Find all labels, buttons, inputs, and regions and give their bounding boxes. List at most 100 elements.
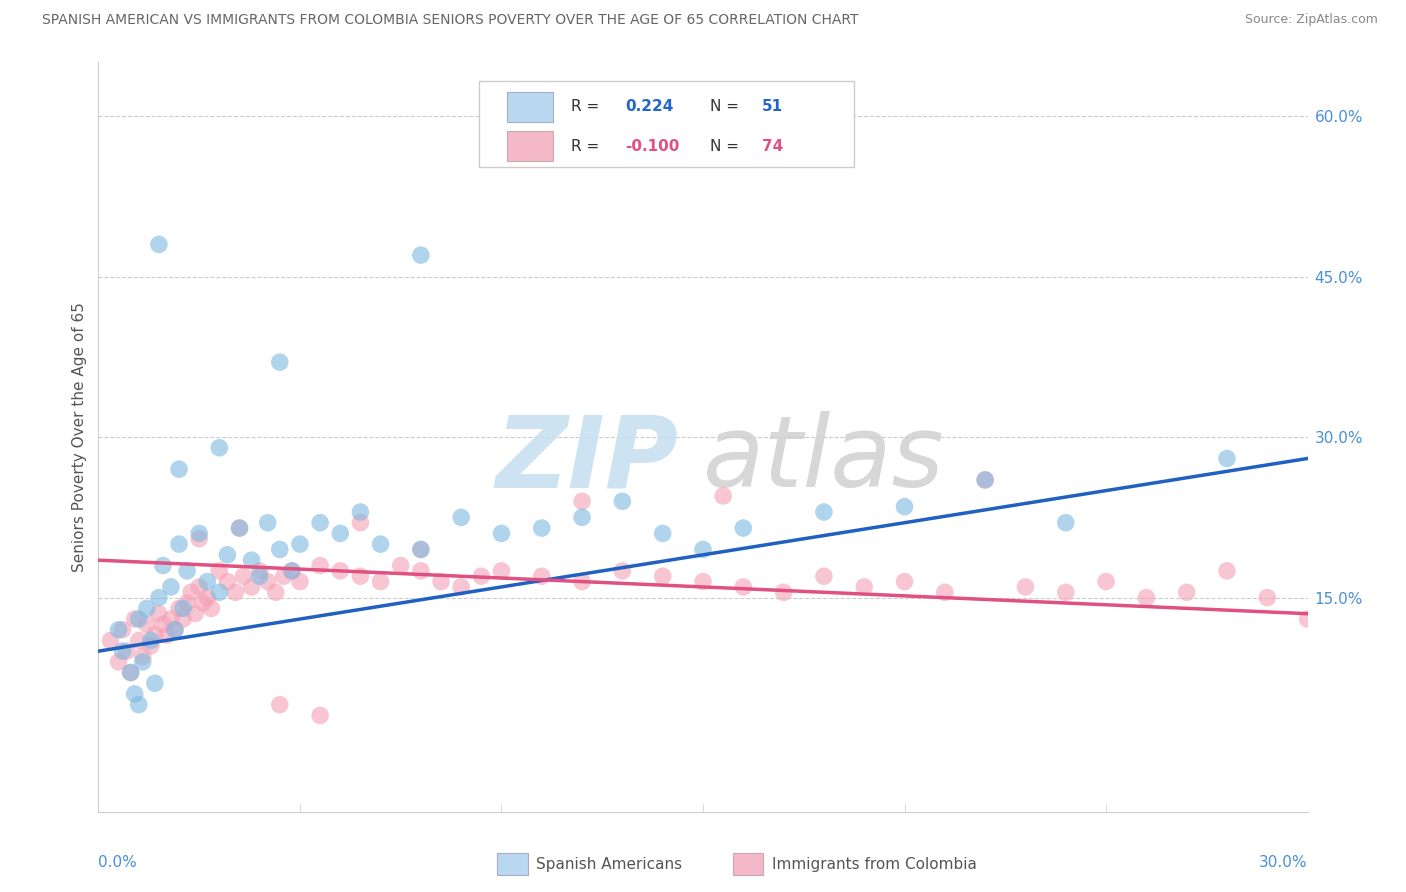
Text: 51: 51: [762, 99, 783, 114]
Point: [1095, 574, 1118, 589]
Point: [228, 521, 250, 535]
Point: [167, 537, 190, 551]
Point: [269, 542, 291, 557]
Point: [143, 676, 166, 690]
Point: [107, 655, 129, 669]
Point: [409, 248, 432, 262]
Point: [1054, 585, 1077, 599]
Point: [409, 542, 432, 557]
Point: [612, 494, 634, 508]
Point: [389, 558, 412, 573]
Point: [180, 585, 202, 599]
Point: [651, 526, 673, 541]
Point: [711, 489, 734, 503]
Point: [167, 462, 190, 476]
Point: [228, 521, 250, 535]
Point: [692, 542, 714, 557]
Point: [148, 607, 170, 621]
Point: [135, 617, 157, 632]
Point: [269, 355, 291, 369]
Point: [370, 574, 392, 589]
Text: N =: N =: [710, 139, 744, 153]
Point: [139, 633, 162, 648]
FancyBboxPatch shape: [479, 81, 855, 168]
Text: Immigrants from Colombia: Immigrants from Colombia: [772, 856, 977, 871]
Point: [491, 564, 513, 578]
Point: [974, 473, 997, 487]
Text: Spanish Americans: Spanish Americans: [536, 856, 682, 871]
Text: -0.100: -0.100: [626, 139, 681, 153]
Point: [1175, 585, 1198, 599]
Text: R =: R =: [571, 99, 605, 114]
Point: [188, 532, 211, 546]
Point: [249, 564, 271, 578]
Point: [1296, 612, 1319, 626]
Point: [143, 628, 166, 642]
Point: [309, 558, 332, 573]
Point: [349, 569, 371, 583]
Point: [156, 628, 179, 642]
Point: [409, 542, 432, 557]
Point: [124, 687, 146, 701]
Bar: [508, 131, 553, 161]
Point: [132, 649, 155, 664]
Point: [450, 580, 472, 594]
Point: [128, 633, 150, 648]
Point: [1256, 591, 1278, 605]
Point: [974, 473, 997, 487]
Point: [470, 569, 492, 583]
Point: [733, 521, 755, 535]
Point: [115, 644, 138, 658]
Point: [571, 494, 593, 508]
Point: [120, 665, 142, 680]
Point: [200, 601, 222, 615]
Text: 0.224: 0.224: [626, 99, 673, 114]
Text: ZIP: ZIP: [496, 411, 679, 508]
Point: [128, 612, 150, 626]
Point: [249, 569, 271, 583]
Point: [124, 612, 146, 626]
Point: [163, 623, 186, 637]
Point: [281, 564, 304, 578]
Bar: [734, 853, 763, 875]
Point: [893, 500, 915, 514]
Bar: [498, 853, 527, 875]
Text: SPANISH AMERICAN VS IMMIGRANTS FROM COLOMBIA SENIORS POVERTY OVER THE AGE OF 65 : SPANISH AMERICAN VS IMMIGRANTS FROM COLO…: [42, 13, 859, 28]
Point: [309, 516, 332, 530]
Point: [148, 237, 170, 252]
Point: [329, 526, 352, 541]
Text: R =: R =: [571, 139, 605, 153]
Point: [111, 623, 134, 637]
Point: [409, 564, 432, 578]
Point: [309, 708, 332, 723]
Point: [152, 558, 174, 573]
Point: [163, 623, 186, 637]
Point: [288, 537, 311, 551]
Point: [188, 580, 211, 594]
Point: [208, 564, 231, 578]
Point: [208, 585, 231, 599]
Point: [651, 569, 673, 583]
Point: [160, 580, 183, 594]
Point: [139, 639, 162, 653]
Point: [853, 580, 876, 594]
Y-axis label: Seniors Poverty Over the Age of 65: Seniors Poverty Over the Age of 65: [72, 302, 87, 572]
Point: [184, 607, 207, 621]
Point: [1135, 591, 1157, 605]
Point: [329, 564, 352, 578]
Point: [100, 633, 122, 648]
Point: [208, 441, 231, 455]
Point: [107, 623, 129, 637]
Point: [224, 585, 246, 599]
Text: 74: 74: [762, 139, 783, 153]
Point: [217, 574, 239, 589]
Point: [571, 574, 593, 589]
Point: [176, 596, 198, 610]
Point: [530, 521, 553, 535]
Point: [172, 612, 194, 626]
Point: [273, 569, 295, 583]
Point: [256, 516, 278, 530]
Point: [813, 505, 835, 519]
Text: atlas: atlas: [703, 411, 945, 508]
Point: [148, 591, 170, 605]
